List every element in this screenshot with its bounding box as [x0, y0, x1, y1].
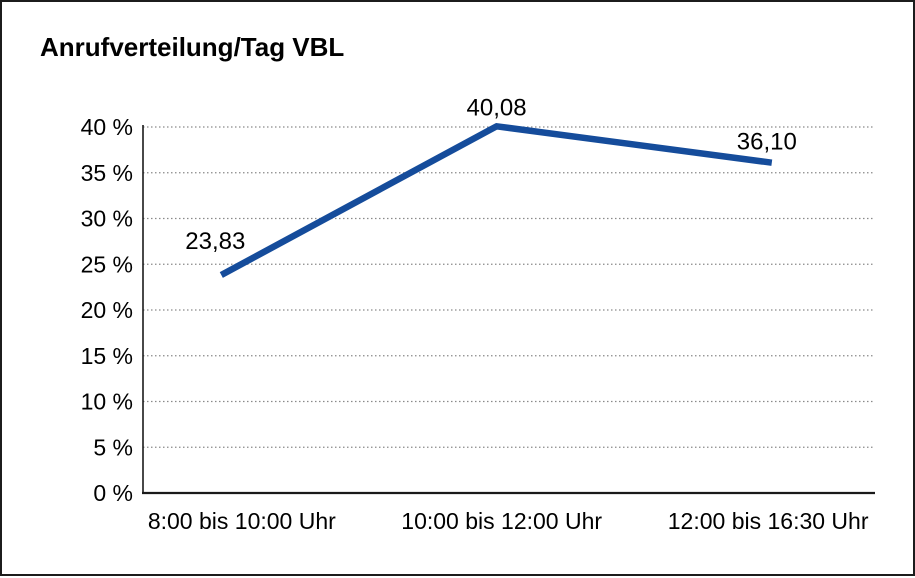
x-category-label: 8:00 bis 10:00 Uhr — [148, 508, 336, 534]
y-tick-label: 20 % — [81, 297, 133, 323]
chart-title: Anrufverteilung/Tag VBL — [40, 32, 345, 62]
data-point-label: 40,08 — [467, 94, 527, 121]
data-point-label: 36,10 — [737, 129, 797, 156]
data-point-label: 23,83 — [185, 228, 245, 255]
x-category-label: 12:00 bis 16:30 Uhr — [668, 508, 869, 534]
y-tick-label: 0 % — [93, 480, 133, 506]
y-tick-label: 35 % — [81, 160, 133, 186]
y-tick-label: 30 % — [81, 206, 133, 232]
x-category-label: 10:00 bis 12:00 Uhr — [401, 508, 602, 534]
y-tick-label: 10 % — [81, 389, 133, 415]
y-tick-label: 25 % — [81, 251, 133, 277]
y-tick-label: 15 % — [81, 343, 133, 369]
data-line-series — [219, 123, 773, 278]
y-tick-label: 40 % — [81, 114, 133, 140]
y-tick-label: 5 % — [93, 434, 133, 460]
